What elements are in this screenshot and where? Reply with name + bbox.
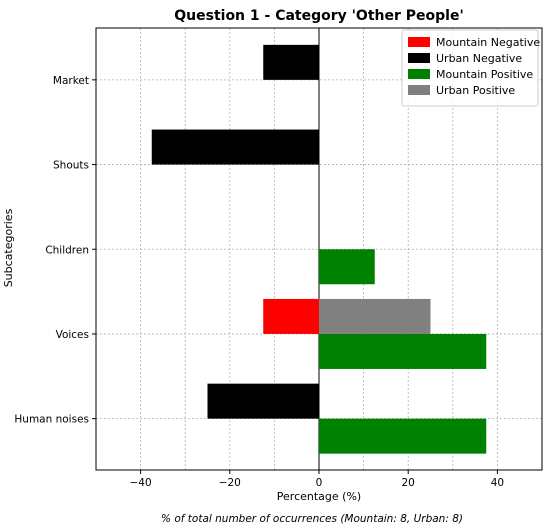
chart-title: Question 1 - Category 'Other People': [174, 8, 464, 24]
legend-swatch: [408, 85, 430, 95]
bar-urban-negative-human-noises: [207, 383, 319, 419]
y-axis-label: Subcategories: [2, 208, 15, 287]
bar-urban-positive-voices: [319, 298, 431, 334]
x-axis-label: Percentage (%): [277, 490, 361, 503]
bar-mountain-positive-human-noises: [319, 418, 487, 454]
footnote: % of total number of occurrences (Mounta…: [161, 513, 463, 525]
legend-label: Mountain Negative: [436, 36, 540, 49]
bar-mountain-positive-children: [319, 249, 375, 285]
bar-mountain-positive-voices: [319, 333, 487, 369]
legend-label: Urban Positive: [436, 84, 515, 97]
x-tick-label: −40: [130, 477, 152, 489]
bar-mountain-negative-voices: [263, 298, 319, 334]
x-tick-label: 40: [491, 477, 504, 489]
bars: [151, 44, 487, 454]
legend-swatch: [408, 53, 430, 63]
y-tick-label: Human noises: [14, 414, 89, 426]
legend-swatch: [408, 69, 430, 79]
legend-label: Urban Negative: [436, 52, 522, 65]
y-tick-label: Voices: [56, 329, 89, 341]
x-ticks: −40 −20 0 20 40: [130, 470, 504, 489]
y-tick-label: Shouts: [53, 160, 89, 172]
x-tick-label: 0: [316, 477, 323, 489]
bar-urban-negative-shouts: [151, 129, 319, 165]
x-tick-label: 20: [402, 477, 415, 489]
legend-label: Mountain Positive: [436, 68, 533, 81]
y-tick-label: Market: [53, 75, 89, 87]
bar-urban-negative-market: [263, 44, 319, 80]
legend-swatch: [408, 37, 430, 47]
legend: Mountain Negative Urban Negative Mountain …: [401, 29, 540, 107]
y-ticks: Market Shouts Children Voices Human noises: [14, 75, 96, 426]
x-tick-label: −20: [219, 477, 241, 489]
legend-box: [401, 29, 539, 107]
y-tick-label: Children: [45, 244, 89, 256]
